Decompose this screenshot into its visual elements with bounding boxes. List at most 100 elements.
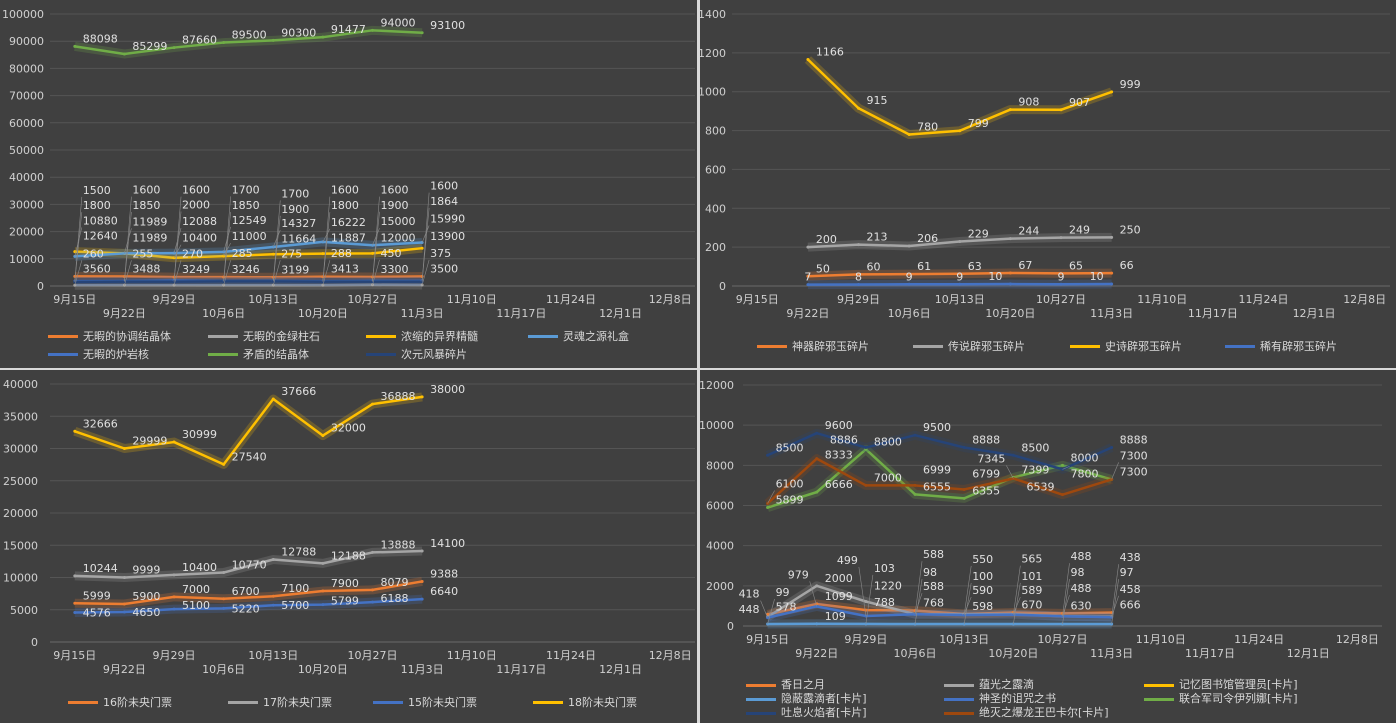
data-label: 12788 xyxy=(281,546,316,559)
x-tick-label: 11月3日 xyxy=(401,663,444,676)
data-point xyxy=(420,579,424,583)
legend-label: 15阶未央门票 xyxy=(408,696,477,709)
y-tick-label: 25000 xyxy=(3,475,38,488)
data-label: 38000 xyxy=(430,383,465,396)
label-leader xyxy=(767,490,775,504)
data-point xyxy=(958,240,962,244)
data-point xyxy=(371,28,374,32)
data-label: 13888 xyxy=(381,538,416,551)
y-tick-label: 20000 xyxy=(9,226,44,239)
label-leader xyxy=(74,260,83,286)
series-line xyxy=(74,549,423,579)
data-point xyxy=(1008,271,1012,275)
label-leader xyxy=(173,244,182,258)
data-label: 4650 xyxy=(132,606,160,619)
data-point xyxy=(766,453,770,457)
data-label: 6188 xyxy=(381,592,409,605)
data-point xyxy=(962,496,966,500)
legend-item: 神圣的诅咒之书 xyxy=(944,692,1144,706)
series-line xyxy=(766,457,1113,505)
legend-swatch xyxy=(533,700,563,704)
data-label: 99 xyxy=(776,586,790,599)
data-label: 578 xyxy=(776,600,797,613)
chart-legend: 神器辟邪玉碎片 传说辟邪玉碎片 史诗辟邪玉碎片 稀有辟邪玉碎片 xyxy=(757,338,1375,354)
data-label: 11664 xyxy=(281,232,316,245)
x-tick-label: 10月27日 xyxy=(348,293,398,306)
data-label: 3560 xyxy=(83,262,111,275)
chart-legend: 16阶未央门票 17阶未央门票 15阶未央门票 18阶未央门票 xyxy=(68,694,683,710)
legend-label: 17阶未央门票 xyxy=(263,696,332,709)
data-label: 1600 xyxy=(331,184,359,197)
legend-swatch xyxy=(944,683,974,687)
data-label: 915 xyxy=(867,94,888,107)
data-point xyxy=(958,129,962,133)
data-label: 8079 xyxy=(381,576,409,589)
data-point xyxy=(815,584,819,588)
data-label: 288 xyxy=(331,247,352,260)
legend-swatch xyxy=(746,683,776,687)
data-point xyxy=(271,38,275,42)
data-point xyxy=(913,492,917,496)
label-leader xyxy=(223,260,231,286)
data-label: 90300 xyxy=(281,26,316,39)
data-label: 27540 xyxy=(232,450,267,463)
data-label: 6999 xyxy=(923,463,951,476)
data-label: 8000 xyxy=(1071,451,1099,464)
data-point xyxy=(1008,282,1012,286)
legend-item: 无暇的炉岩核 xyxy=(48,346,208,362)
data-label: 1220 xyxy=(874,579,902,592)
data-point xyxy=(122,576,126,580)
series-line xyxy=(74,395,423,466)
x-tick-label: 10月6日 xyxy=(894,647,937,660)
data-point xyxy=(766,506,770,510)
y-tick-label: 1000 xyxy=(700,86,726,99)
y-tick-label: 10000 xyxy=(700,419,734,432)
y-tick-label: 1200 xyxy=(700,47,726,60)
data-label: 1800 xyxy=(331,199,359,212)
legend-item: 灵魂之源礼盒 xyxy=(528,328,678,344)
data-label: 63 xyxy=(968,260,982,273)
series-glow xyxy=(804,56,1114,139)
legend-item: 香日之月 xyxy=(746,678,944,692)
legend-item: 神器辟邪玉碎片 xyxy=(757,338,913,354)
chart-svg: 0 200 400 600 800 1000 1200 1400 9月15日 9月22日 9月29日… xyxy=(700,8,1390,320)
data-point xyxy=(222,462,226,466)
data-point xyxy=(420,31,424,35)
data-point xyxy=(1008,237,1012,241)
data-point xyxy=(1110,90,1114,94)
legend-label: 蕴光之露滴 xyxy=(979,678,1034,691)
data-point xyxy=(864,483,868,487)
label-leaders xyxy=(760,462,1119,625)
label-leader xyxy=(963,565,972,615)
data-point xyxy=(806,245,810,249)
data-label: 448 xyxy=(739,603,760,616)
legend-label: 史诗辟邪玉碎片 xyxy=(1105,340,1182,353)
data-label: 1850 xyxy=(132,199,160,212)
data-label: 3488 xyxy=(132,263,160,276)
data-label: 1900 xyxy=(381,199,409,212)
labels: 0 10000 20000 30000 40000 50000 60000 70000 8000… xyxy=(2,8,692,320)
data-label: 285 xyxy=(232,247,253,260)
label-leader xyxy=(223,242,231,257)
data-label: 768 xyxy=(923,597,944,610)
data-point xyxy=(371,550,374,554)
y-tick-label: 0 xyxy=(719,280,726,293)
data-point xyxy=(172,607,176,611)
data-point xyxy=(73,610,77,614)
label-leader xyxy=(223,196,231,282)
legend-swatch xyxy=(944,711,974,715)
data-label: 229 xyxy=(968,228,989,241)
data-point xyxy=(222,597,226,601)
legend-label: 香日之月 xyxy=(781,678,825,691)
data-point xyxy=(321,434,325,438)
data-label: 1099 xyxy=(825,590,853,603)
y-tick-label: 4000 xyxy=(706,540,734,553)
legend-item: 吐息火焰者[卡片] xyxy=(746,706,944,720)
legend-label: 无暇的协调结晶体 xyxy=(83,330,171,343)
data-point xyxy=(172,573,176,577)
data-label: 8 xyxy=(855,270,862,283)
data-point xyxy=(907,282,911,286)
legend-item: 传说辟邪玉碎片 xyxy=(913,338,1070,354)
label-leader xyxy=(809,581,818,607)
legend-item: 绝灭之爆龙王巴卡尔[卡片] xyxy=(944,706,1144,720)
